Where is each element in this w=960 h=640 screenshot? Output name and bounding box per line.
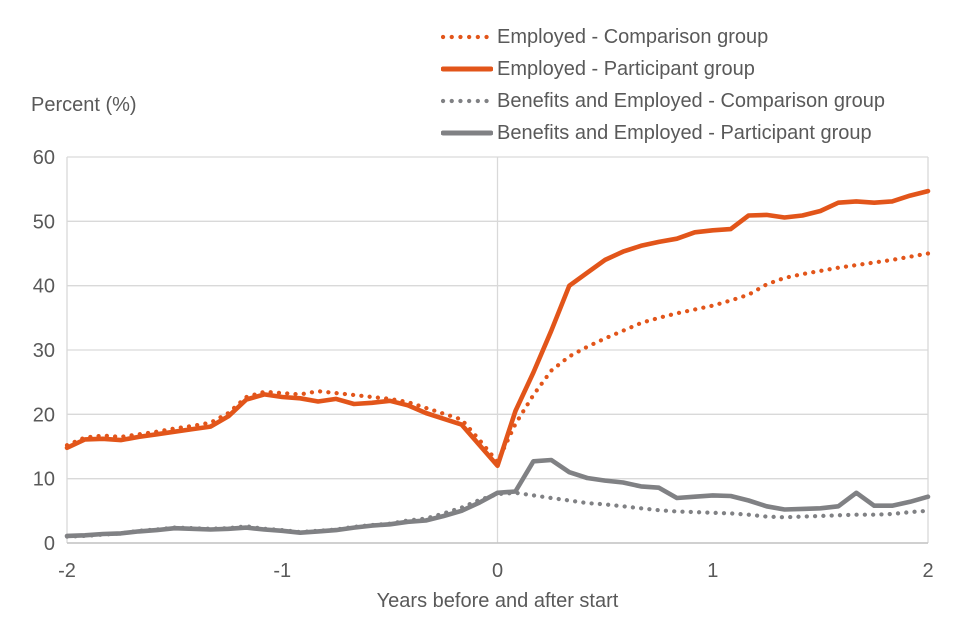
- svg-text:30: 30: [33, 340, 55, 362]
- svg-text:0: 0: [492, 560, 503, 582]
- x-axis-title: Years before and after start: [376, 590, 619, 612]
- legend-item: Benefits and Employed - Comparison group: [441, 85, 885, 117]
- svg-text:20: 20: [33, 404, 55, 426]
- legend-swatch-dotted-line-icon: [441, 34, 493, 40]
- legend-item: Employed - Participant group: [441, 53, 885, 85]
- legend-item: Employed - Comparison group: [441, 21, 885, 53]
- svg-text:10: 10: [33, 469, 55, 491]
- legend-item-label: Employed - Participant group: [497, 57, 755, 80]
- svg-text:-2: -2: [58, 560, 76, 582]
- legend-swatch-solid-line-icon: [441, 66, 493, 72]
- svg-text:40: 40: [33, 276, 55, 298]
- svg-text:-1: -1: [273, 560, 291, 582]
- legend-item-label: Benefits and Employed - Comparison group: [497, 89, 885, 112]
- legend: Employed - Comparison group Employed - P…: [441, 21, 885, 149]
- legend-swatch-dotted-line-icon: [441, 98, 493, 104]
- legend-item-label: Employed - Comparison group: [497, 25, 769, 48]
- svg-text:1: 1: [707, 560, 718, 582]
- legend-item: Benefits and Employed - Participant grou…: [441, 117, 885, 149]
- svg-text:0: 0: [44, 533, 55, 555]
- y-axis-title: Percent (%): [31, 94, 137, 116]
- legend-item-label: Benefits and Employed - Participant grou…: [497, 121, 872, 144]
- svg-text:2: 2: [922, 560, 933, 582]
- svg-text:60: 60: [33, 147, 55, 169]
- legend-swatch-solid-line-icon: [441, 130, 493, 136]
- svg-text:50: 50: [33, 211, 55, 233]
